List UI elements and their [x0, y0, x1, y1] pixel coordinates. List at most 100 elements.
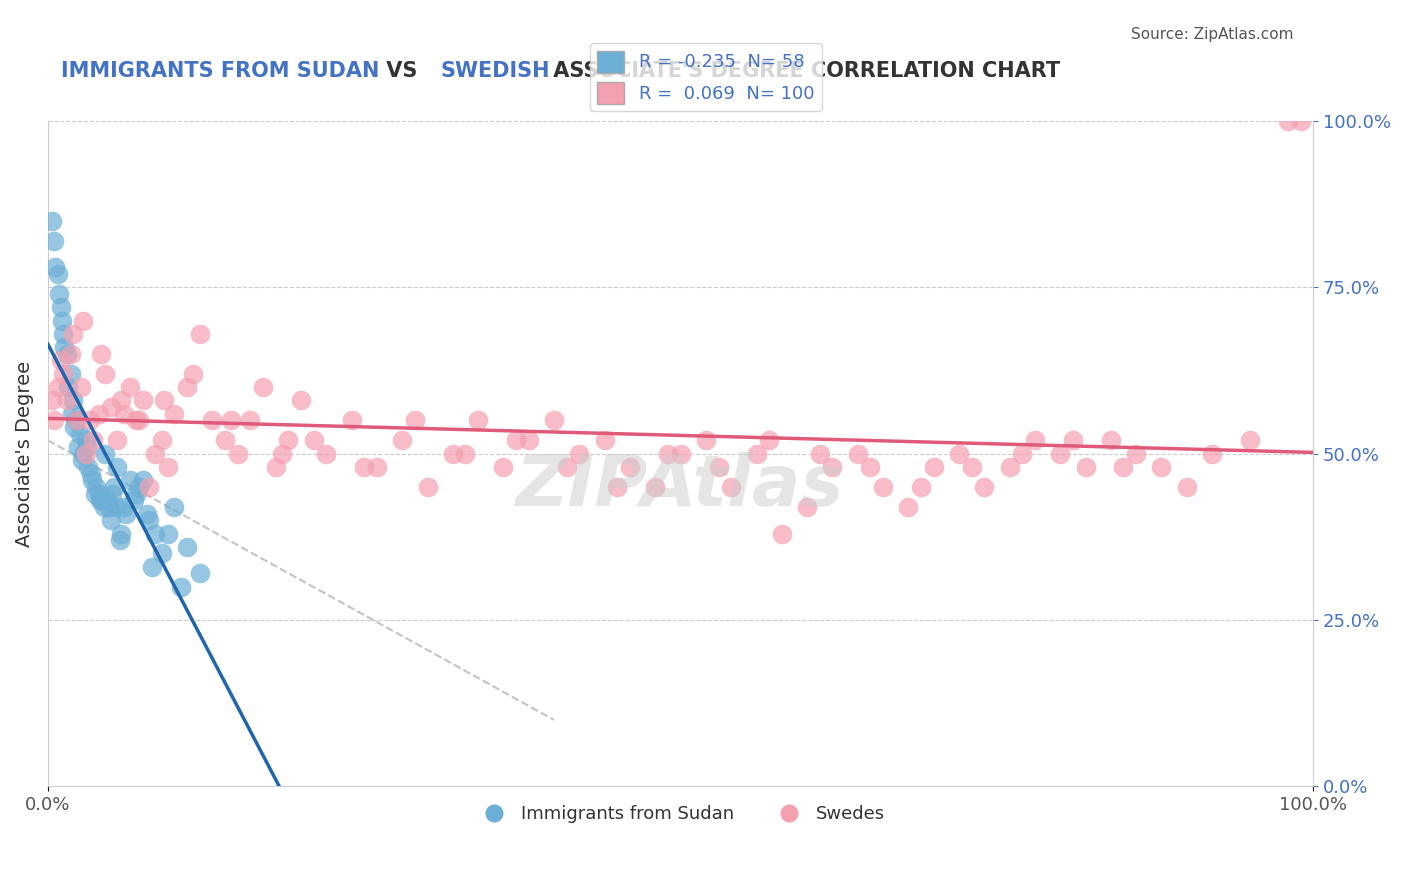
Text: ZIPAtlas: ZIPAtlas: [516, 452, 845, 522]
Point: [145, 526, 167, 541]
Point: [108, 533, 131, 548]
Point: [846, 447, 869, 461]
Point: [859, 459, 882, 474]
Point: [44, 234, 66, 248]
Point: [94, 367, 117, 381]
Point: [80, 467, 103, 481]
Y-axis label: Associate's Degree: Associate's Degree: [15, 360, 34, 547]
Point: [59, 367, 82, 381]
Point: [120, 473, 142, 487]
Point: [77, 459, 100, 474]
Point: [75, 434, 97, 448]
Point: [188, 326, 211, 341]
Point: [176, 540, 198, 554]
Point: [84, 480, 107, 494]
Point: [214, 434, 236, 448]
Point: [69, 426, 91, 441]
Point: [83, 486, 105, 500]
Point: [65, 413, 87, 427]
Point: [150, 434, 173, 448]
Point: [100, 400, 122, 414]
Point: [128, 413, 150, 427]
Point: [720, 480, 742, 494]
Point: [366, 459, 388, 474]
Legend: Immigrants from Sudan, Swedes: Immigrants from Sudan, Swedes: [470, 798, 893, 830]
Point: [56, 347, 79, 361]
Point: [89, 493, 111, 508]
Point: [44, 413, 66, 427]
Point: [49, 353, 72, 368]
Point: [1277, 113, 1299, 128]
Point: [517, 434, 540, 448]
Point: [1024, 434, 1046, 448]
Point: [758, 434, 780, 448]
Point: [93, 500, 115, 514]
Point: [112, 500, 135, 514]
Point: [1201, 447, 1223, 461]
Point: [226, 447, 249, 461]
Point: [82, 434, 104, 448]
Point: [315, 447, 337, 461]
Point: [1049, 447, 1071, 461]
Point: [120, 380, 142, 394]
Point: [264, 459, 287, 474]
Point: [441, 447, 464, 461]
Point: [1150, 459, 1173, 474]
Point: [796, 500, 818, 514]
Point: [188, 566, 211, 581]
Point: [70, 453, 93, 467]
Point: [49, 300, 72, 314]
Point: [41, 393, 63, 408]
Point: [157, 459, 180, 474]
Point: [125, 486, 148, 500]
Point: [110, 393, 132, 408]
Point: [543, 413, 565, 427]
Point: [973, 480, 995, 494]
Point: [75, 447, 97, 461]
Point: [87, 486, 110, 500]
Point: [872, 480, 894, 494]
Point: [695, 434, 717, 448]
Point: [391, 434, 413, 448]
Point: [76, 440, 98, 454]
Point: [97, 500, 120, 514]
Point: [467, 413, 489, 427]
Point: [128, 480, 150, 494]
Text: Source: ZipAtlas.com: Source: ZipAtlas.com: [1130, 27, 1294, 42]
Point: [163, 407, 186, 421]
Point: [90, 347, 112, 361]
Point: [555, 459, 578, 474]
Point: [44, 260, 66, 275]
Point: [606, 480, 628, 494]
Text: SWEDISH: SWEDISH: [440, 61, 550, 81]
Point: [1125, 447, 1147, 461]
Point: [1112, 459, 1135, 474]
Point: [132, 473, 155, 487]
Point: [353, 459, 375, 474]
Point: [657, 447, 679, 461]
Point: [271, 447, 294, 461]
Point: [66, 413, 89, 427]
Point: [808, 447, 831, 461]
Point: [669, 447, 692, 461]
Point: [112, 407, 135, 421]
Point: [79, 413, 101, 427]
Point: [46, 380, 69, 394]
Point: [492, 459, 515, 474]
Point: [1239, 434, 1261, 448]
Point: [103, 480, 125, 494]
Point: [100, 513, 122, 527]
Point: [138, 480, 160, 494]
Point: [821, 459, 844, 474]
Point: [138, 513, 160, 527]
Point: [87, 407, 110, 421]
Point: [150, 547, 173, 561]
Point: [644, 480, 666, 494]
Point: [94, 447, 117, 461]
Point: [62, 326, 84, 341]
Text: ASSOCIATE'S DEGREE CORRELATION CHART: ASSOCIATE'S DEGREE CORRELATION CHART: [547, 61, 1060, 81]
Point: [302, 434, 325, 448]
Point: [221, 413, 243, 427]
Point: [1062, 434, 1084, 448]
Point: [62, 393, 84, 408]
